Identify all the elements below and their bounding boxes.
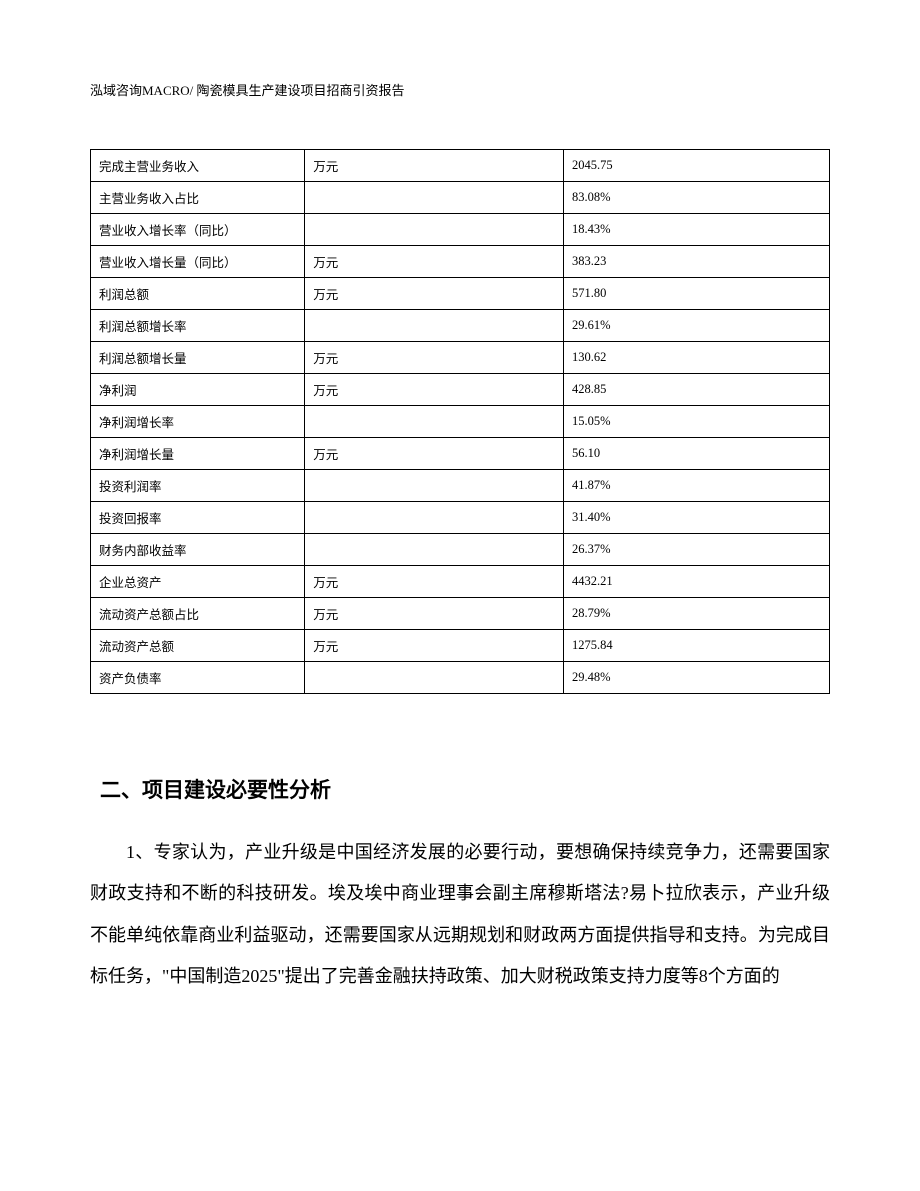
table-row: 净利润增长量 万元 56.10 bbox=[91, 438, 830, 470]
table-cell-unit: 万元 bbox=[305, 342, 564, 374]
table-cell-value: 29.61% bbox=[563, 310, 829, 342]
table-cell-label: 利润总额 bbox=[91, 278, 305, 310]
table-cell-label: 净利润增长率 bbox=[91, 406, 305, 438]
table-cell-unit bbox=[305, 406, 564, 438]
section-heading: 二、项目建设必要性分析 bbox=[90, 774, 830, 804]
table-cell-unit bbox=[305, 662, 564, 694]
table-row: 流动资产总额 万元 1275.84 bbox=[91, 630, 830, 662]
table-cell-unit: 万元 bbox=[305, 438, 564, 470]
table-cell-value: 29.48% bbox=[563, 662, 829, 694]
table-row: 利润总额增长率 29.61% bbox=[91, 310, 830, 342]
table-cell-value: 130.62 bbox=[563, 342, 829, 374]
table-cell-label: 利润总额增长量 bbox=[91, 342, 305, 374]
table-row: 利润总额增长量 万元 130.62 bbox=[91, 342, 830, 374]
financial-table: 完成主营业务收入 万元 2045.75 主营业务收入占比 83.08% 营业收入… bbox=[90, 149, 830, 694]
table-row: 投资利润率 41.87% bbox=[91, 470, 830, 502]
table-row: 企业总资产 万元 4432.21 bbox=[91, 566, 830, 598]
table-cell-value: 41.87% bbox=[563, 470, 829, 502]
table-cell-value: 428.85 bbox=[563, 374, 829, 406]
table-cell-label: 流动资产总额 bbox=[91, 630, 305, 662]
table-row: 净利润增长率 15.05% bbox=[91, 406, 830, 438]
table-cell-value: 56.10 bbox=[563, 438, 829, 470]
table-cell-unit bbox=[305, 502, 564, 534]
table-row: 营业收入增长量（同比） 万元 383.23 bbox=[91, 246, 830, 278]
table-cell-value: 2045.75 bbox=[563, 150, 829, 182]
table-cell-unit: 万元 bbox=[305, 150, 564, 182]
table-cell-label: 主营业务收入占比 bbox=[91, 182, 305, 214]
table-row: 投资回报率 31.40% bbox=[91, 502, 830, 534]
table-cell-value: 83.08% bbox=[563, 182, 829, 214]
table-cell-value: 15.05% bbox=[563, 406, 829, 438]
table-cell-label: 流动资产总额占比 bbox=[91, 598, 305, 630]
table-cell-label: 净利润 bbox=[91, 374, 305, 406]
table-cell-unit: 万元 bbox=[305, 598, 564, 630]
table-cell-label: 财务内部收益率 bbox=[91, 534, 305, 566]
table-cell-unit: 万元 bbox=[305, 566, 564, 598]
table-body: 完成主营业务收入 万元 2045.75 主营业务收入占比 83.08% 营业收入… bbox=[91, 150, 830, 694]
table-cell-label: 净利润增长量 bbox=[91, 438, 305, 470]
table-cell-label: 营业收入增长量（同比） bbox=[91, 246, 305, 278]
table-row: 资产负债率 29.48% bbox=[91, 662, 830, 694]
table-row: 净利润 万元 428.85 bbox=[91, 374, 830, 406]
table-row: 营业收入增长率（同比） 18.43% bbox=[91, 214, 830, 246]
table-row: 完成主营业务收入 万元 2045.75 bbox=[91, 150, 830, 182]
table-cell-label: 利润总额增长率 bbox=[91, 310, 305, 342]
table-row: 利润总额 万元 571.80 bbox=[91, 278, 830, 310]
table-cell-value: 571.80 bbox=[563, 278, 829, 310]
table-cell-value: 4432.21 bbox=[563, 566, 829, 598]
page-header: 泓域咨询MACRO/ 陶瓷模具生产建设项目招商引资报告 bbox=[90, 80, 830, 99]
table-cell-value: 18.43% bbox=[563, 214, 829, 246]
table-cell-unit bbox=[305, 214, 564, 246]
table-cell-unit bbox=[305, 470, 564, 502]
table-cell-unit bbox=[305, 182, 564, 214]
table-row: 财务内部收益率 26.37% bbox=[91, 534, 830, 566]
table-cell-value: 1275.84 bbox=[563, 630, 829, 662]
table-cell-unit bbox=[305, 310, 564, 342]
table-cell-value: 383.23 bbox=[563, 246, 829, 278]
table-row: 主营业务收入占比 83.08% bbox=[91, 182, 830, 214]
table-cell-value: 26.37% bbox=[563, 534, 829, 566]
body-paragraph: 1、专家认为，产业升级是中国经济发展的必要行动，要想确保持续竞争力，还需要国家财… bbox=[90, 832, 830, 998]
table-cell-unit: 万元 bbox=[305, 246, 564, 278]
document-page: 泓域咨询MACRO/ 陶瓷模具生产建设项目招商引资报告 完成主营业务收入 万元 … bbox=[0, 0, 920, 1058]
table-cell-unit: 万元 bbox=[305, 374, 564, 406]
table-cell-value: 28.79% bbox=[563, 598, 829, 630]
table-cell-unit: 万元 bbox=[305, 278, 564, 310]
table-row: 流动资产总额占比 万元 28.79% bbox=[91, 598, 830, 630]
table-cell-label: 资产负债率 bbox=[91, 662, 305, 694]
table-cell-unit bbox=[305, 534, 564, 566]
table-cell-label: 投资回报率 bbox=[91, 502, 305, 534]
table-cell-value: 31.40% bbox=[563, 502, 829, 534]
table-cell-label: 企业总资产 bbox=[91, 566, 305, 598]
table-cell-label: 营业收入增长率（同比） bbox=[91, 214, 305, 246]
table-cell-label: 投资利润率 bbox=[91, 470, 305, 502]
table-cell-unit: 万元 bbox=[305, 630, 564, 662]
table-cell-label: 完成主营业务收入 bbox=[91, 150, 305, 182]
